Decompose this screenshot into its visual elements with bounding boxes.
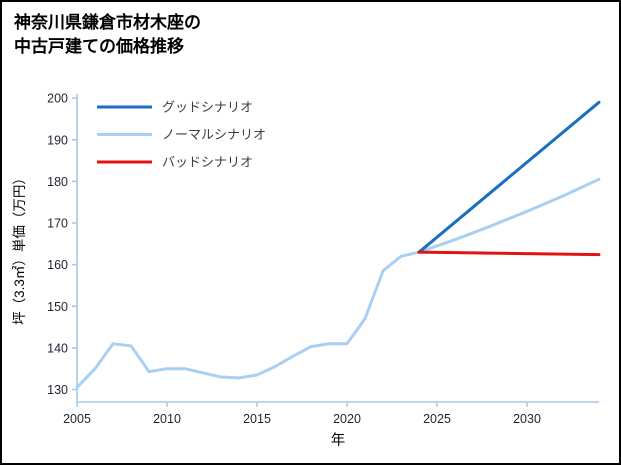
series-line-bad-scenario [417,250,601,257]
chart-title-line2: 中古戸建ての価格推移 [14,36,184,56]
y-tick-label: 180 [47,175,68,189]
x-tick-label: 2020 [333,412,361,426]
x-tick-label: 2005 [63,412,91,426]
x-tick-label: 2030 [513,412,541,426]
legend-label-bad-scenario: バッドシナリオ [162,155,253,170]
chart-title-line1: 神奈川県鎌倉市材木座の [14,13,201,32]
x-axis-label: 年 [331,432,346,449]
y-tick-label: 150 [47,300,68,314]
chart-title: 神奈川県鎌倉市材木座の 中古戸建ての価格推移 [14,11,201,59]
y-tick-label: 190 [47,133,68,147]
y-axis-label: 坪（3.3㎡）単価（万円） [12,171,27,325]
x-tick-label: 2025 [423,412,451,426]
y-tick-label: 200 [47,92,68,106]
legend-label-normal-scenario: ノーマルシナリオ [162,127,266,142]
legend-label-good-scenario: グッドシナリオ [162,100,253,115]
y-tick-label: 160 [47,258,68,272]
y-tick-label: 170 [47,217,68,231]
series-line-good-scenario [417,100,601,254]
y-tick-label: 140 [47,341,68,355]
series-line-normal-scenario [75,177,601,389]
x-tick-label: 2010 [153,412,181,426]
x-tick-label: 2015 [243,412,271,426]
y-tick-label: 130 [47,383,68,397]
